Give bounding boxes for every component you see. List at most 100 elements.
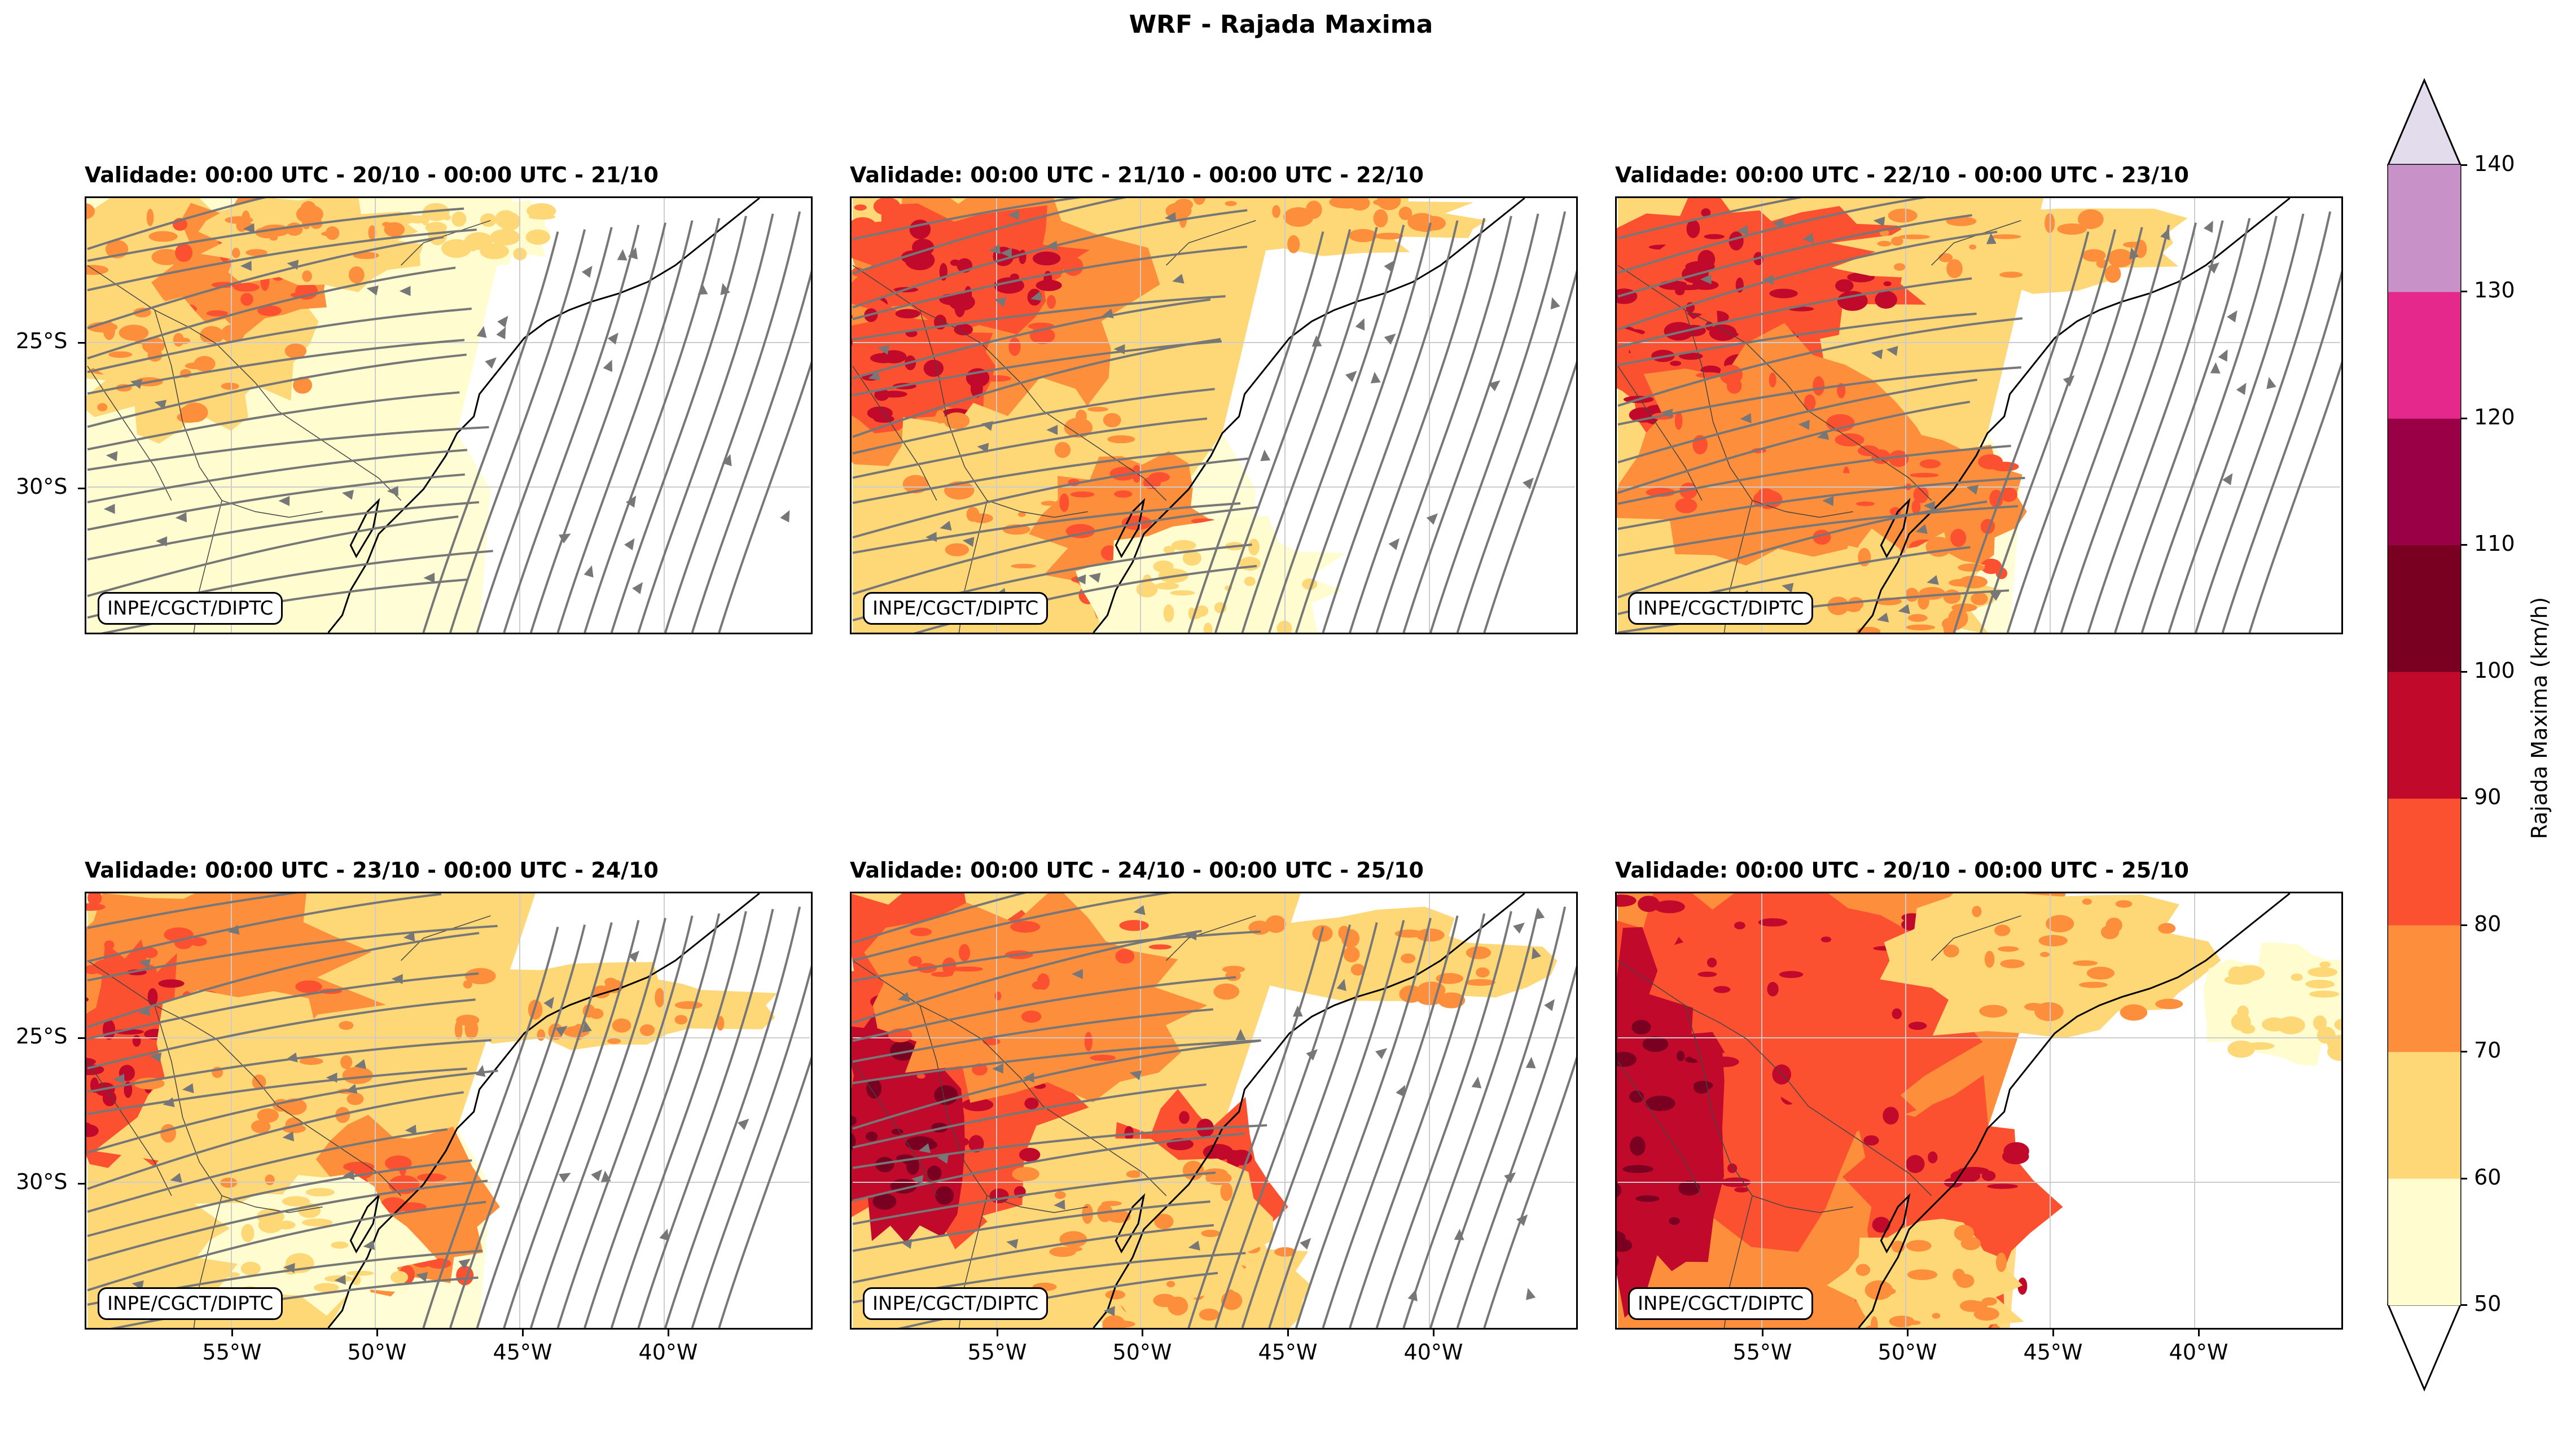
gust-patch bbox=[407, 215, 428, 223]
streamline-arrow bbox=[1023, 1072, 1034, 1083]
streamline-arrow bbox=[911, 1175, 924, 1185]
state-border bbox=[1785, 382, 1932, 501]
lagoon bbox=[349, 1193, 380, 1254]
streamline bbox=[852, 1124, 1267, 1169]
gust-patch bbox=[1758, 488, 1774, 495]
gust-patch bbox=[2115, 900, 2133, 908]
streamline bbox=[2114, 218, 2251, 633]
streamline-arrow bbox=[1129, 1070, 1142, 1081]
gust-patch bbox=[1804, 394, 1816, 411]
streamline-arrow bbox=[170, 1173, 182, 1183]
gust-field bbox=[86, 893, 778, 1328]
streamline-arrow bbox=[607, 332, 618, 345]
streamline-arrow bbox=[1071, 968, 1083, 979]
gust-patch bbox=[1713, 986, 1731, 993]
streamline bbox=[852, 198, 1082, 240]
gust-patch bbox=[1950, 529, 1967, 547]
gust-patch bbox=[1969, 244, 1977, 250]
state-border bbox=[1020, 382, 1167, 501]
gust-patch bbox=[1954, 1225, 1975, 1242]
gust-patch bbox=[1203, 1143, 1234, 1161]
streamline-arrow bbox=[343, 1170, 355, 1180]
streamline-arrow bbox=[780, 510, 790, 523]
gust-patch bbox=[173, 332, 184, 347]
gust-patch bbox=[1622, 1165, 1653, 1173]
streamline-arrow bbox=[925, 532, 937, 542]
gust-patch bbox=[1835, 279, 1854, 292]
credit-label: INPE/CGCT/DIPTC bbox=[1628, 1287, 1814, 1320]
streamline-arrow bbox=[2160, 228, 2170, 240]
gust-patch bbox=[1011, 564, 1036, 569]
streamline bbox=[1483, 1056, 1576, 1328]
streamline bbox=[1617, 198, 1927, 274]
state-border bbox=[852, 366, 937, 501]
streamline-arrow bbox=[476, 326, 487, 338]
gust-patch bbox=[441, 239, 472, 258]
streamline-arrow bbox=[103, 503, 115, 514]
gust-patch bbox=[2082, 898, 2092, 905]
streamline bbox=[2006, 227, 2143, 633]
gust-patch bbox=[1675, 287, 1685, 296]
gust-patch bbox=[1910, 472, 1939, 478]
streamline-arrow bbox=[1454, 1229, 1464, 1240]
streamline-arrow bbox=[981, 421, 993, 431]
lat-tickmark bbox=[78, 1183, 85, 1185]
gust-patch bbox=[1171, 540, 1196, 551]
streamline-arrow bbox=[182, 1083, 194, 1094]
colorbar-segment bbox=[2388, 924, 2460, 1052]
streamline bbox=[718, 361, 811, 633]
colorbar-segment bbox=[2388, 165, 2460, 292]
gust-patch bbox=[2046, 915, 2074, 933]
state-border bbox=[1684, 310, 1853, 518]
gust-patch bbox=[282, 1196, 310, 1207]
gust-patch bbox=[2104, 265, 2121, 283]
gust-patch bbox=[954, 323, 973, 336]
state-border bbox=[852, 1061, 937, 1196]
credit-label: INPE/CGCT/DIPTC bbox=[1628, 592, 1814, 625]
streamline bbox=[2140, 216, 2278, 633]
gust-patch bbox=[1114, 490, 1133, 498]
gust-patch bbox=[251, 1120, 271, 1134]
gust-patch bbox=[1827, 597, 1849, 615]
streamline bbox=[87, 266, 456, 359]
streamline-arrow bbox=[326, 1072, 337, 1083]
gust-patch bbox=[1727, 1163, 1738, 1173]
gust-patch bbox=[1205, 1171, 1232, 1185]
streamline-arrow bbox=[1102, 308, 1114, 319]
streamline-arrow bbox=[624, 538, 635, 551]
streamline-arrow bbox=[878, 345, 890, 355]
gust-patch bbox=[1049, 1247, 1076, 1257]
gust-patch bbox=[1950, 1169, 1981, 1183]
gust-patch bbox=[1911, 499, 1921, 515]
gust-patch bbox=[994, 991, 1002, 1001]
gust-patch bbox=[1846, 605, 1861, 612]
streamline bbox=[449, 229, 586, 633]
gust-patch bbox=[2072, 960, 2098, 966]
colorbar-extend-bottom bbox=[2386, 1304, 2462, 1392]
streamline-arrow bbox=[1046, 240, 1058, 251]
credit-label: INPE/CGCT/DIPTC bbox=[863, 592, 1049, 625]
gust-field-ocean bbox=[328, 433, 491, 633]
gust-patch bbox=[1877, 240, 1892, 247]
streamline-arrow bbox=[632, 582, 643, 594]
streamline-arrow bbox=[1185, 930, 1197, 941]
streamlines bbox=[87, 198, 811, 633]
gust-patch bbox=[1617, 1051, 1637, 1067]
gust-patch bbox=[1893, 263, 1906, 271]
gust-patch bbox=[300, 201, 317, 217]
gust-patch bbox=[852, 314, 853, 319]
gust-patch bbox=[86, 1122, 93, 1133]
streamline-arrow bbox=[1817, 430, 1830, 440]
gust-patch bbox=[2158, 923, 2176, 934]
gust-patch bbox=[218, 1187, 231, 1193]
streamline bbox=[664, 906, 801, 1328]
gust-patch bbox=[321, 231, 336, 236]
lon-tick-50w: 50°W bbox=[347, 1340, 407, 1365]
streamline-arrow bbox=[283, 1262, 295, 1273]
gust-patch bbox=[443, 214, 451, 221]
gust-patch bbox=[1248, 538, 1260, 556]
streamline bbox=[87, 426, 489, 471]
streamline-arrow bbox=[1782, 582, 1794, 593]
streamline bbox=[2168, 213, 2305, 633]
gust-patch bbox=[982, 1038, 1001, 1046]
